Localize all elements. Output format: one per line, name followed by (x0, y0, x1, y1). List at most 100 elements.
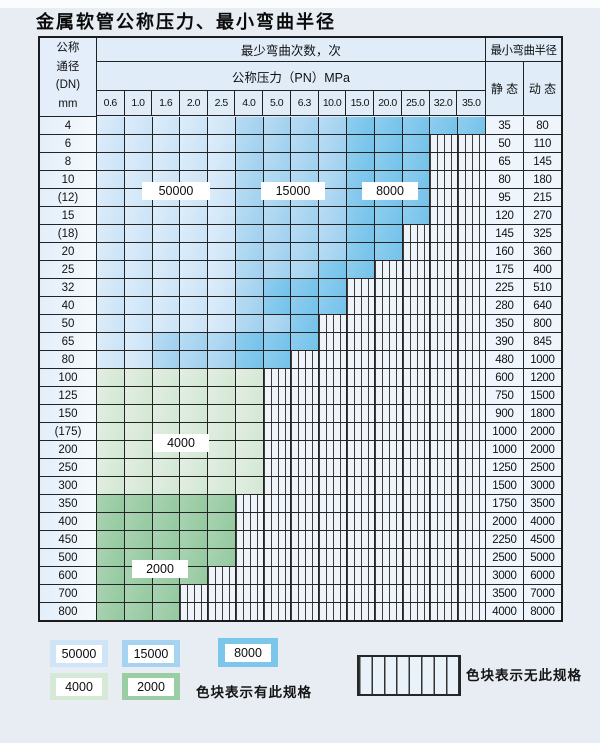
row-label: (175) (40, 423, 97, 441)
no-spec-cell (430, 207, 459, 225)
static-radius-value: 480 (485, 351, 524, 369)
cycle-cell-2000 (208, 495, 236, 513)
no-spec-cell (319, 567, 348, 585)
cycle-cell-50000 (152, 243, 181, 261)
cycle-cell-2000 (208, 549, 236, 567)
no-spec-cell (402, 351, 431, 369)
cycle-cell-8000 (347, 243, 375, 261)
cycle-cell-4000 (152, 369, 181, 387)
cycle-cell-50000 (180, 261, 209, 279)
no-spec-cell (291, 477, 320, 495)
cycle-cell-2000 (180, 513, 209, 531)
static-radius-value: 65 (485, 153, 524, 171)
cycle-cell-15000 (235, 225, 264, 243)
no-spec-cell (347, 477, 375, 495)
spec-table: 公称 通径 (DN) mm 最少弯曲次数，次 公称压力（PN）MPa 0.6 1.… (38, 36, 563, 622)
no-spec-cell (430, 333, 459, 351)
row-label: 32 (40, 279, 97, 297)
table-row: 80 480 1000 (40, 351, 561, 369)
pressure-column-header: 1.0 (125, 91, 153, 115)
cycle-cell-50000 (124, 333, 153, 351)
row-label: 4 (40, 117, 97, 135)
no-spec-cell (458, 549, 486, 567)
no-spec-cell (430, 351, 459, 369)
cycle-cell-50000 (96, 171, 125, 189)
no-spec-cell (291, 423, 320, 441)
no-spec-cell (402, 531, 431, 549)
cycle-cell-50000 (124, 351, 153, 369)
cycle-cell-4000 (96, 477, 125, 495)
dn-header-line: 通径 (56, 60, 80, 73)
dynamic-radius-value: 2000 (523, 441, 561, 459)
no-spec-cell (374, 459, 403, 477)
no-spec-cell (402, 603, 431, 620)
no-spec-cell (374, 495, 403, 513)
no-spec-cell (291, 585, 320, 603)
no-spec-cell (291, 567, 320, 585)
cycle-cell-4000 (124, 477, 153, 495)
cycle-cell-50000 (152, 315, 181, 333)
table-row: 700 3500 7000 (40, 585, 561, 603)
cycle-cell-2000 (96, 531, 125, 549)
cycle-cell-4000 (152, 477, 181, 495)
static-radius-value: 80 (485, 171, 524, 189)
no-spec-cell (347, 549, 375, 567)
dn-header-line: mm (58, 97, 78, 110)
static-radius-value: 145 (485, 225, 524, 243)
band-label-2000: 2000 (132, 560, 188, 578)
cycle-cell-8000 (374, 117, 403, 135)
dynamic-radius-value: 145 (523, 153, 561, 171)
table-row: 4 35 80 (40, 117, 561, 135)
no-spec-cell (374, 387, 403, 405)
cycle-cell-8000 (347, 261, 375, 279)
no-spec-cell (374, 603, 403, 620)
static-radius-value: 2500 (485, 549, 524, 567)
no-spec-cell (263, 495, 292, 513)
no-spec-cell (402, 495, 431, 513)
cycle-cell-50000 (96, 117, 125, 135)
static-radius-value: 1750 (485, 495, 524, 513)
cycle-cell-50000 (152, 117, 181, 135)
no-spec-cell (263, 441, 292, 459)
no-spec-cell (235, 603, 264, 620)
no-spec-cell (458, 225, 486, 243)
no-spec-cell (430, 549, 459, 567)
no-spec-cell (319, 423, 348, 441)
no-spec-cell (347, 315, 375, 333)
no-spec-cell (319, 531, 348, 549)
no-spec-cell (374, 297, 403, 315)
cycle-cell-15000 (291, 117, 320, 135)
cycle-cell-15000 (319, 135, 348, 153)
no-spec-cell (374, 423, 403, 441)
table-row: 32 225 510 (40, 279, 561, 297)
legend-chip-value: 50000 (56, 644, 102, 663)
cycle-cell-50000 (180, 135, 209, 153)
dynamic-radius-value: 4000 (523, 513, 561, 531)
cycle-cell-15000 (235, 153, 264, 171)
cycle-cell-50000 (124, 297, 153, 315)
cycle-cell-8000 (263, 279, 292, 297)
no-spec-cell (430, 135, 459, 153)
cycle-cell-4000 (208, 477, 236, 495)
cycle-cell-50000 (152, 135, 181, 153)
cycle-cell-4000 (180, 405, 209, 423)
pressure-column-header: 20.0 (374, 91, 402, 115)
legend-chip-8000: 8000 (218, 638, 278, 667)
band-label-50000: 50000 (142, 182, 210, 200)
no-spec-cell (263, 405, 292, 423)
table-row: 800 4000 8000 (40, 603, 561, 620)
no-spec-cell (458, 315, 486, 333)
cycle-cell-15000 (180, 351, 209, 369)
cycle-cell-2000 (124, 495, 153, 513)
dynamic-radius-value: 8000 (523, 603, 561, 620)
no-spec-cell (402, 513, 431, 531)
cycle-cell-50000 (208, 207, 236, 225)
pressure-column-header: 4.0 (235, 91, 264, 115)
cycle-cell-4000 (235, 369, 264, 387)
no-spec-cell (291, 351, 320, 369)
cycle-cell-8000 (291, 315, 320, 333)
row-label: 400 (40, 513, 97, 531)
no-spec-cell (402, 315, 431, 333)
cycle-cell-15000 (319, 153, 348, 171)
top-strip (0, 0, 600, 8)
